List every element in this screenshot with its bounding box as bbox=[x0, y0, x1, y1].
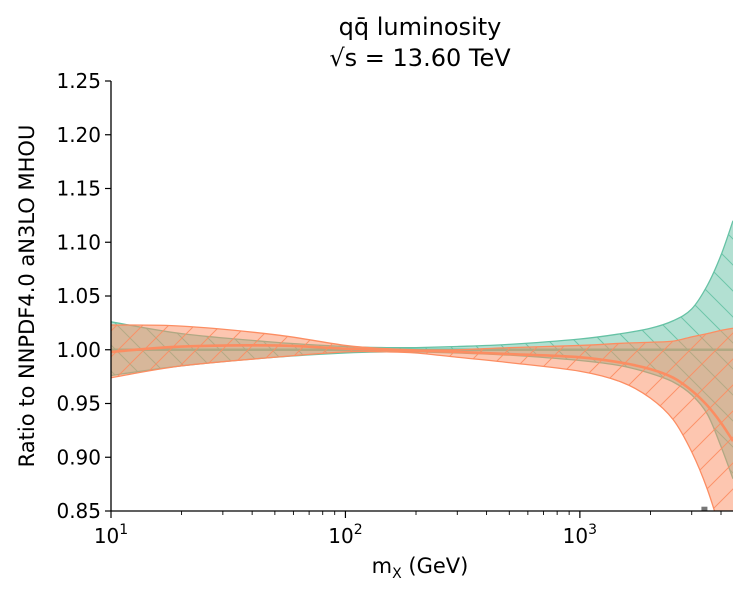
series-1-lower-edge bbox=[111, 350, 716, 511]
y-axis-label: Ratio to NNPDF4.0 aN3LO MHOU bbox=[15, 125, 39, 468]
y-tick-label: 0.85 bbox=[56, 499, 101, 523]
y-tick-label: 1.00 bbox=[56, 338, 101, 362]
x-tick-label: 102 bbox=[328, 522, 362, 548]
y-tick-label: 1.10 bbox=[56, 230, 101, 254]
series-1-central-line bbox=[111, 344, 733, 442]
chart-title: qq̄ luminosity bbox=[339, 13, 502, 41]
y-tick-label: 1.20 bbox=[56, 123, 101, 147]
energy-label: = 13.60 TeV bbox=[357, 44, 511, 72]
chart-subtitle: √s = 13.60 TeV bbox=[329, 44, 511, 72]
series-1-upper-edge bbox=[111, 324, 733, 351]
x-tick-label: 103 bbox=[563, 522, 597, 548]
grey-marker bbox=[701, 506, 708, 511]
sqrt-s-label: √s bbox=[329, 44, 357, 72]
axes: 0.85 0.90 0.95 1.00 1.05 1.10 1.15 1.20 1.25 101 1… bbox=[56, 69, 733, 548]
x-axis-label: mX (GeV) bbox=[372, 554, 469, 582]
y-tick-label: 0.90 bbox=[56, 445, 101, 469]
y-tick-label: 1.15 bbox=[56, 177, 101, 201]
x-tick-label: 101 bbox=[94, 522, 128, 548]
plot-area bbox=[111, 220, 733, 511]
y-tick-label: 0.95 bbox=[56, 392, 101, 416]
y-tick-label: 1.05 bbox=[56, 284, 101, 308]
y-tick-label: 1.25 bbox=[56, 69, 101, 93]
series-1-hatch bbox=[111, 325, 733, 511]
